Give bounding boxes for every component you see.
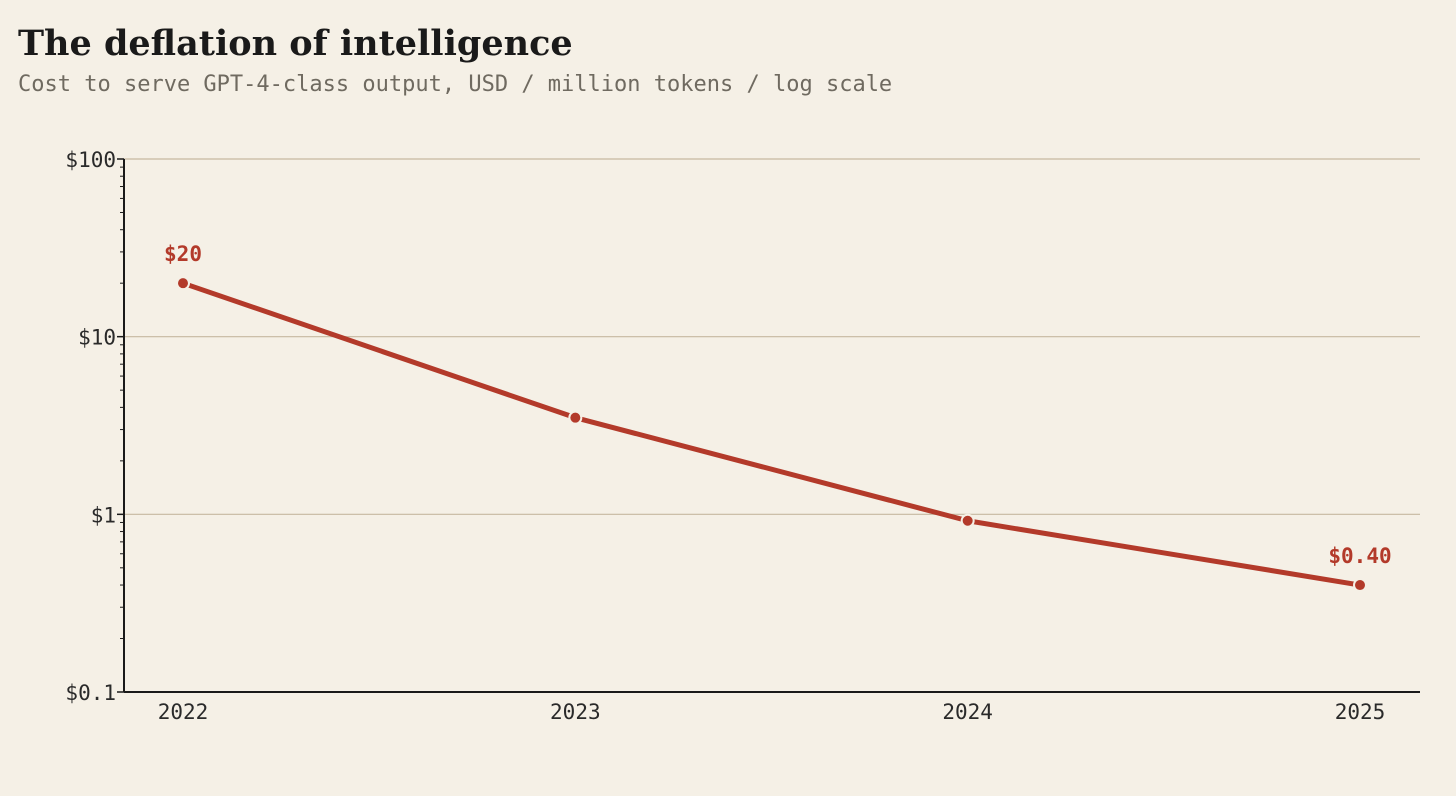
- gridlines: [124, 158, 1420, 515]
- data-point: [1353, 578, 1367, 593]
- data-point: [960, 513, 975, 528]
- y-tick-label: $1: [91, 503, 116, 527]
- chart-title: The deflation of intelligence: [18, 23, 573, 64]
- data-labels: $20 $0.40: [164, 242, 1392, 568]
- data-label: $0.40: [1328, 544, 1391, 568]
- data-point: [176, 276, 190, 291]
- x-tick-label: 2024: [942, 700, 993, 724]
- axes: $100 $10 $1 $0.1 2022 2023 2024 2025: [65, 148, 1420, 724]
- data-label: $20: [164, 242, 202, 266]
- series-layer: [176, 276, 1367, 593]
- y-tick-label: $0.1: [65, 681, 116, 705]
- chart-subtitle: Cost to serve GPT-4-class output, USD / …: [18, 72, 893, 97]
- series-line: [180, 280, 1363, 588]
- data-point: [568, 410, 583, 425]
- x-tick-label: 2023: [550, 700, 601, 724]
- y-tick-label: $10: [78, 326, 116, 350]
- y-tick-label: $100: [65, 148, 116, 172]
- x-tick-label: 2022: [158, 700, 209, 724]
- x-tick-label: 2025: [1335, 700, 1386, 724]
